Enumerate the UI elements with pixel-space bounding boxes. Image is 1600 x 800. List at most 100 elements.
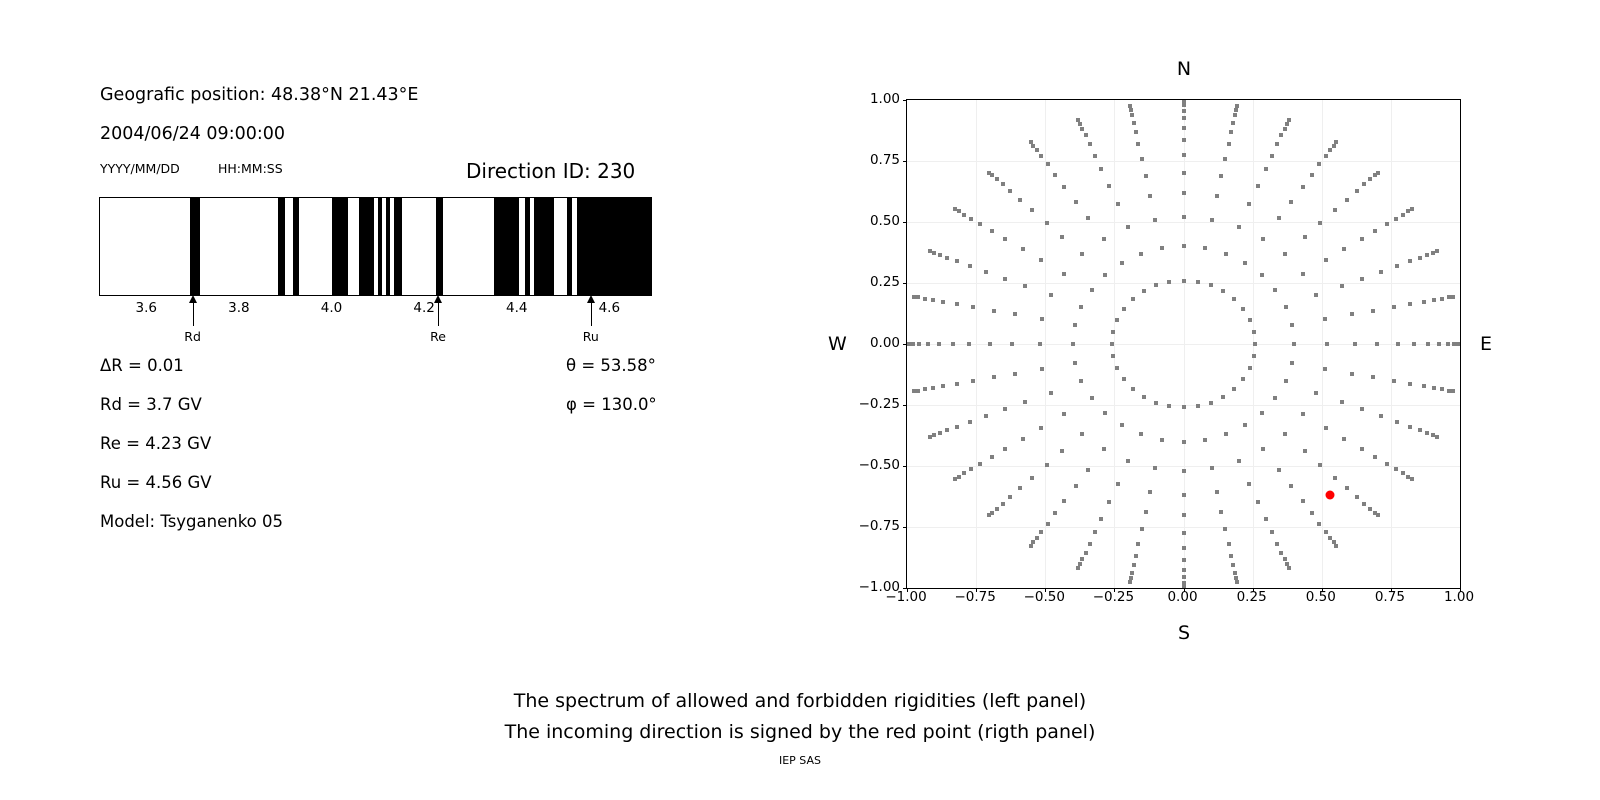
direction-point [1101, 447, 1106, 452]
direction-point [1018, 197, 1023, 202]
direction-point [1061, 412, 1066, 417]
direction-point [1020, 247, 1025, 252]
direction-point [1242, 423, 1247, 428]
direction-point [1451, 294, 1456, 299]
ytick-label: −1.00 [858, 579, 900, 595]
direction-point [1371, 308, 1376, 313]
direction-point [1133, 130, 1138, 135]
direction-point [1406, 209, 1411, 214]
direction-point [1309, 172, 1314, 177]
direction-point [1195, 279, 1200, 284]
direction-point [1181, 567, 1186, 572]
direction-point [1136, 541, 1141, 546]
direction-point [1247, 481, 1252, 486]
direction-point [1136, 142, 1141, 147]
direction-point [1078, 121, 1083, 126]
direction-point [1440, 387, 1445, 392]
direction-point [1044, 221, 1049, 226]
direction-point [1406, 474, 1411, 479]
direction-point [1061, 271, 1066, 276]
direction-point [1241, 306, 1246, 311]
direction-point [1344, 197, 1349, 202]
direction-point [1352, 342, 1357, 346]
caption-line-2: The incoming direction is signed by the … [504, 721, 1096, 743]
direction-point [1203, 437, 1208, 442]
direction-point [1086, 467, 1091, 472]
direction-point [1233, 113, 1237, 118]
forbidden-band [190, 198, 200, 295]
direction-point [1039, 529, 1044, 534]
direction-point [1317, 521, 1322, 526]
direction-point [1342, 247, 1347, 252]
direction-point [1023, 284, 1028, 289]
direction-point [1110, 329, 1115, 334]
direction-point [1003, 447, 1008, 452]
direction-point [1451, 342, 1456, 346]
direction-point [1181, 138, 1186, 143]
direction-point [1107, 499, 1112, 504]
spectrum-xtick-label: 4.0 [320, 300, 343, 316]
direction-point [1053, 511, 1058, 516]
direction-point [1062, 184, 1067, 189]
forbidden-band [533, 198, 554, 295]
direction-point [1048, 390, 1053, 395]
direction-point [1273, 287, 1278, 292]
direction-point [1322, 317, 1327, 322]
direction-point [1115, 202, 1120, 207]
direction-point [956, 474, 961, 479]
xtick-label: 0.25 [1236, 589, 1267, 605]
direction-point [925, 342, 930, 346]
direction-point [1362, 182, 1367, 187]
direction-point [930, 297, 935, 302]
direction-point [1263, 516, 1268, 521]
direction-point [1236, 459, 1241, 464]
direction-point [955, 302, 960, 307]
direction-point [1372, 510, 1377, 515]
direction-point [1417, 255, 1422, 260]
direction-point [1073, 199, 1078, 204]
xtick-label: −1.00 [885, 589, 927, 605]
param-rd: Rd = 3.7 GV [100, 395, 202, 414]
xtick-label: −0.50 [1023, 589, 1065, 605]
direction-point [1391, 378, 1396, 383]
direction-point [1143, 174, 1148, 179]
direction-point [1086, 216, 1091, 221]
xtick-label: −0.25 [1092, 589, 1135, 605]
direction-point [1456, 342, 1460, 346]
direction-point [1167, 404, 1172, 409]
direction-point [1181, 545, 1186, 550]
direction-point [1440, 296, 1445, 301]
direction-point [1087, 142, 1092, 147]
direction-point [1181, 215, 1186, 220]
direction-point [930, 386, 935, 391]
direction-point [1181, 116, 1186, 121]
direction-point [1375, 513, 1380, 518]
forbidden-band [394, 198, 402, 295]
direction-point [1099, 167, 1104, 172]
direction-point [1259, 411, 1264, 415]
direction-point [1159, 437, 1164, 442]
direction-point [1292, 342, 1297, 346]
direction-point [1445, 342, 1450, 346]
direction-point [1209, 466, 1214, 471]
direction-point [1038, 426, 1043, 431]
direction-point [983, 269, 988, 274]
direction-point [1060, 448, 1065, 453]
xtick-mark [907, 588, 908, 592]
direction-point [1323, 529, 1328, 534]
direction-point [1181, 108, 1186, 113]
direction-point [1401, 471, 1406, 476]
direction-point [1181, 575, 1186, 580]
rigidity-marker-arrow-re [434, 295, 443, 326]
direction-point [1044, 462, 1049, 467]
direction-point [1379, 414, 1384, 419]
direction-point [1391, 305, 1396, 310]
direction-point [1362, 501, 1367, 506]
direction-point [1221, 289, 1226, 294]
direction-point [1435, 249, 1440, 254]
direction-point [1048, 293, 1053, 298]
direction-point [1286, 117, 1291, 122]
direction-point [1109, 342, 1114, 346]
direction-point [1331, 540, 1336, 545]
direction-point [968, 419, 973, 424]
